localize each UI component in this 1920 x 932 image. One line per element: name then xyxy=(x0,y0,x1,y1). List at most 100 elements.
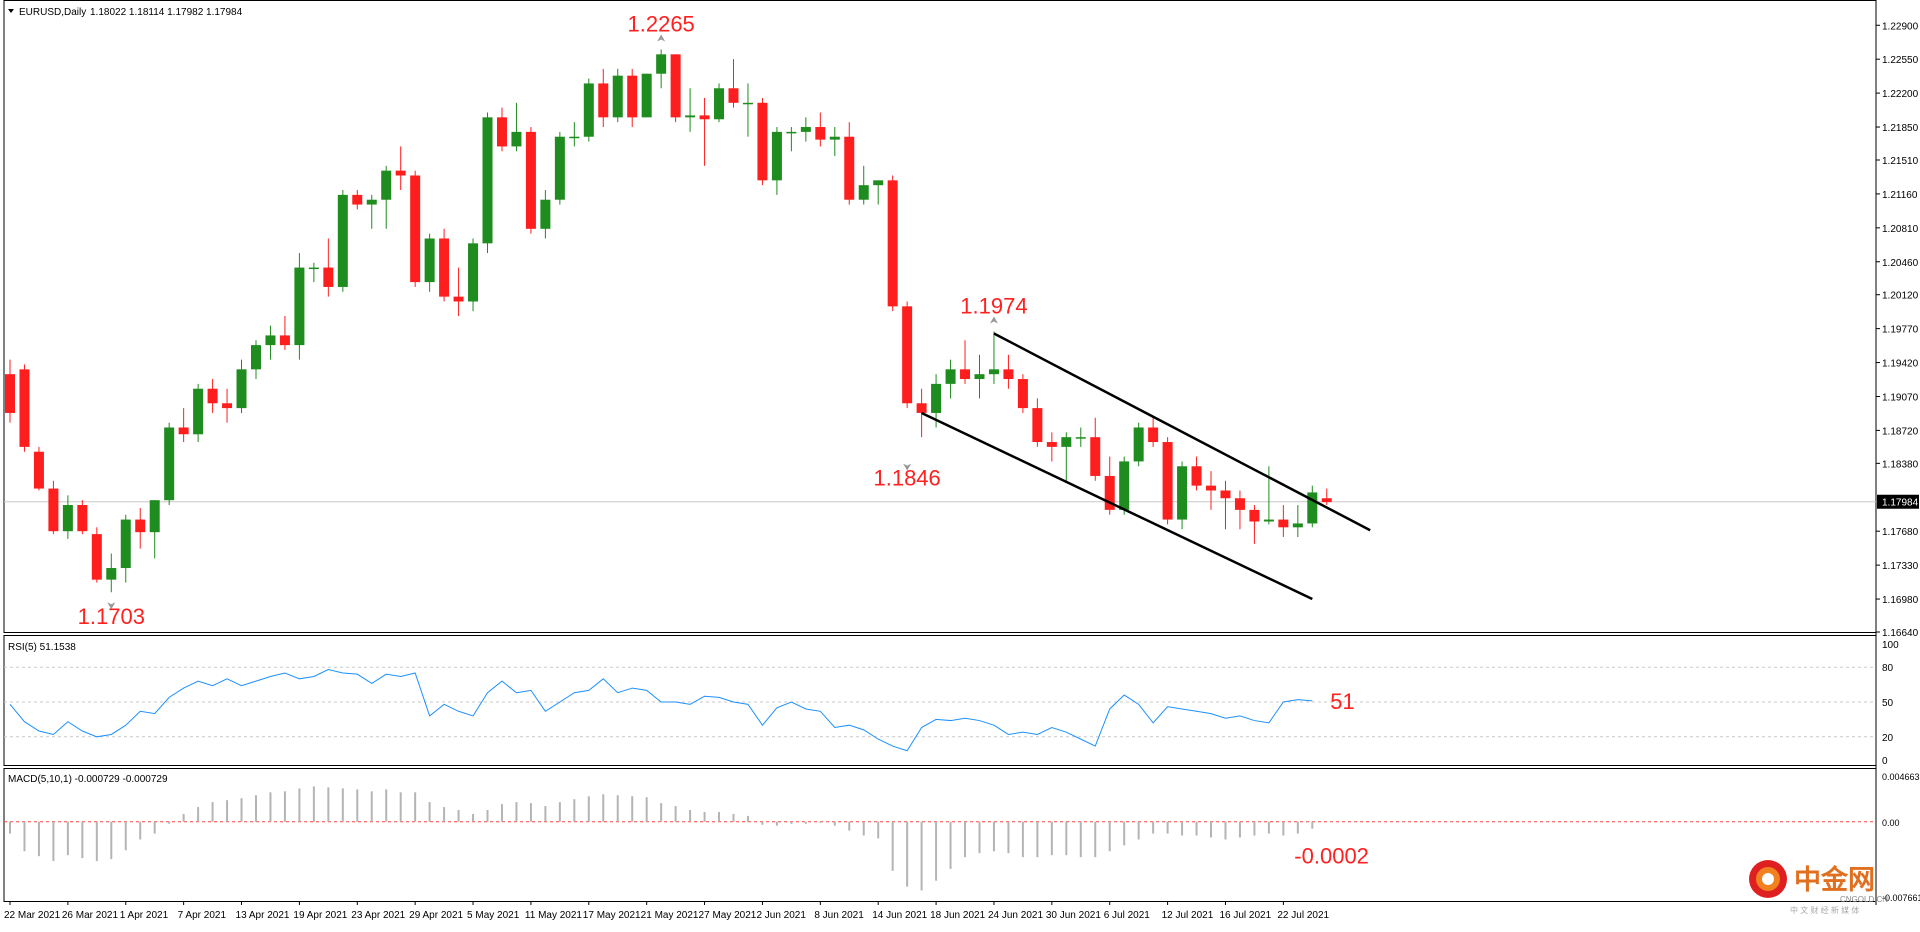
logo-cn-text: 中金网 xyxy=(1794,864,1875,895)
price-annotation: 1.1974 xyxy=(960,294,1027,319)
candle-body xyxy=(265,335,276,346)
rsi-label: RSI(5) 51.1538 xyxy=(8,642,76,653)
candle-body xyxy=(496,117,507,147)
macd-pane-frame xyxy=(3,768,1877,902)
candle-body xyxy=(800,127,811,132)
rsi-tick-label: 100 xyxy=(1882,640,1899,651)
candle-body xyxy=(1133,427,1144,462)
rsi-series-line xyxy=(9,668,1313,752)
candle-body xyxy=(1278,519,1289,528)
candle-body xyxy=(33,451,44,489)
candle-body xyxy=(771,131,782,181)
candle-body xyxy=(453,296,464,302)
candle-body xyxy=(1046,442,1057,447)
time-tick-label: 7 Apr 2021 xyxy=(178,910,227,921)
candle-body xyxy=(988,369,999,375)
candle-body xyxy=(149,500,160,533)
candle-body xyxy=(120,519,131,569)
price-tick-label: 1.16980 xyxy=(1882,595,1919,606)
candle-body xyxy=(1017,379,1028,409)
candle-body xyxy=(1003,369,1014,380)
candle-body xyxy=(525,131,536,229)
candle-body xyxy=(742,102,753,105)
candle-body xyxy=(554,136,565,200)
time-tick-label: 21 May 2021 xyxy=(641,910,699,921)
candle-body xyxy=(1307,492,1318,524)
candle-body xyxy=(887,180,898,307)
candle-body xyxy=(583,83,594,137)
candle-body xyxy=(641,73,652,118)
candle-body xyxy=(931,383,942,413)
price-tick-label: 1.21510 xyxy=(1882,156,1919,167)
time-tick-label: 14 Jun 2021 xyxy=(872,910,927,921)
candle-body xyxy=(135,519,146,533)
price-tick-label: 1.20460 xyxy=(1882,258,1919,269)
candle-body xyxy=(1206,485,1217,491)
candle-body xyxy=(916,403,927,413)
price-tick-label: 1.20120 xyxy=(1882,291,1919,302)
candle-body xyxy=(323,267,334,287)
time-tick-label: 6 Jul 2021 xyxy=(1104,910,1151,921)
candle-body xyxy=(1148,427,1159,443)
candle-body xyxy=(1191,466,1202,486)
price-tick-label: 1.21160 xyxy=(1882,190,1918,201)
candle-body xyxy=(511,131,522,147)
time-tick-label: 26 Mar 2021 xyxy=(62,910,119,921)
price-tick-label: 1.21850 xyxy=(1882,123,1919,134)
price-tick-label: 1.22550 xyxy=(1882,55,1919,66)
candle-body xyxy=(685,115,696,118)
candle-body xyxy=(424,238,435,283)
candle-body xyxy=(1234,498,1245,510)
candle-body xyxy=(222,403,233,409)
time-tick-label: 16 Jul 2021 xyxy=(1219,910,1271,921)
price-tick-label: 1.17680 xyxy=(1882,527,1919,538)
current-price-label: 1.17984 xyxy=(1882,498,1919,509)
candle-body xyxy=(1090,437,1101,476)
macd-tick-label: 0.004663 xyxy=(1882,772,1920,782)
candle-body xyxy=(714,88,725,120)
candle-body xyxy=(482,117,493,244)
rsi-end-label: 51 xyxy=(1330,689,1354,714)
ohlc-readout: 1.18022 1.18114 1.17982 1.17984 xyxy=(90,7,243,18)
candle-body xyxy=(410,175,421,283)
candle-body xyxy=(1075,437,1086,439)
candle-body xyxy=(395,170,406,176)
trend-channel-lower xyxy=(921,411,1313,601)
candle-body xyxy=(728,88,739,103)
candle-body xyxy=(236,369,247,409)
candle-body xyxy=(656,54,667,74)
fractal-down-arrow xyxy=(903,463,912,471)
price-tick-label: 1.19770 xyxy=(1882,325,1919,336)
candle-body xyxy=(468,243,479,302)
candle-body xyxy=(1119,461,1130,510)
candle-body xyxy=(1104,475,1115,510)
rsi-tick-label: 50 xyxy=(1882,698,1894,709)
price-tick-label: 1.18380 xyxy=(1882,459,1919,470)
macd-label: MACD(5,10,1) -0.000729 -0.000729 xyxy=(8,774,168,785)
candle-body xyxy=(569,136,580,139)
candle-body xyxy=(207,388,218,404)
price-tick-label: 1.20810 xyxy=(1882,224,1919,235)
time-tick-label: 11 May 2021 xyxy=(525,910,583,921)
candle-body xyxy=(960,369,971,380)
time-tick-label: 8 Jun 2021 xyxy=(814,910,864,921)
price-tick-label: 1.18720 xyxy=(1882,426,1919,437)
time-tick-label: 12 Jul 2021 xyxy=(1162,910,1214,921)
menu-triangle-icon[interactable] xyxy=(8,9,14,13)
candle-body xyxy=(540,199,551,229)
candle-body xyxy=(1292,523,1303,528)
candle-body xyxy=(786,131,797,134)
candle-body xyxy=(1249,509,1260,522)
rsi-tick-label: 80 xyxy=(1882,663,1894,674)
rsi-tick-label: 0 xyxy=(1882,756,1888,767)
candle-body xyxy=(106,568,117,580)
cngold-logo: 中金网 CNGOLD.CN 中 文 财 经 新 媒 体 xyxy=(1746,857,1906,915)
price-annotation: 1.1703 xyxy=(78,604,145,629)
candle-body xyxy=(1061,437,1072,447)
fractal-up-arrow xyxy=(657,34,666,42)
candle-body xyxy=(1263,519,1274,522)
candle-body xyxy=(366,199,377,205)
time-tick-label: 13 Apr 2021 xyxy=(236,910,290,921)
